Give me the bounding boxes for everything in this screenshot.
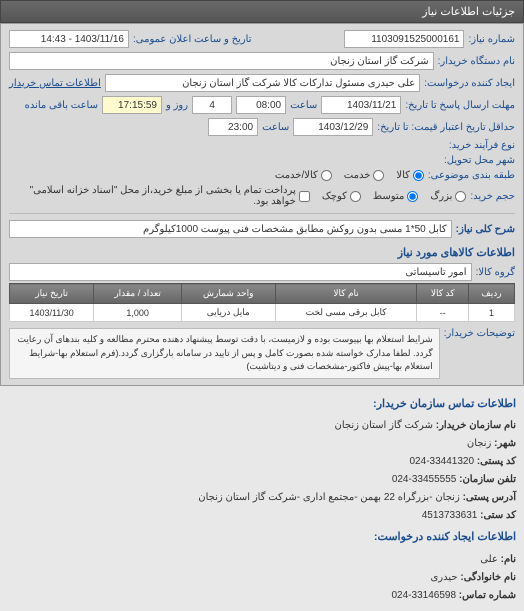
table-cell: کابل برقی مسی لخت	[275, 304, 417, 322]
cat-khadamat-label: خدمت	[344, 170, 371, 181]
addr-label: آدرس پستی:	[463, 492, 516, 503]
vol-medium-label: متوسط	[373, 191, 404, 202]
creator-header: اطلاعات ایجاد کننده درخواست:	[8, 525, 516, 551]
niaz-desc-label: شرح کلی نیاز:	[456, 224, 515, 235]
phone-label: شماره تماس:	[459, 590, 516, 601]
cat-kala-khadamat-label: کالا/خدمت	[275, 170, 318, 181]
vol-small-group[interactable]: کوچک	[322, 191, 361, 202]
buyer-name-label: نام دستگاه خریدار:	[438, 56, 515, 67]
niaz-desc-field: کابل 50*1 مسی بدون روکش مطابق مشخصات فنی…	[9, 220, 452, 238]
post-label: کد پستی:	[477, 456, 516, 467]
volume-label: حجم خرید:	[470, 191, 515, 202]
city-label: شهر:	[494, 438, 516, 449]
table-cell: مایل دریایی	[181, 304, 275, 322]
fname-label: نام:	[501, 554, 516, 565]
table-col-header: کد کالا	[417, 284, 469, 304]
vol-large-group[interactable]: بزرگ	[430, 191, 466, 202]
category-label: طبقه بندی موضوعی:	[428, 170, 515, 181]
lname-label: نام خانوادگی:	[460, 572, 516, 583]
niaz-number-field: 1103091525000161	[344, 30, 464, 48]
tel-label: تلفن سازمان:	[459, 474, 516, 485]
remaining-time-label: ساعت باقی مانده	[25, 100, 98, 111]
buyer-desc-label: توضیحات خریدار:	[444, 328, 515, 339]
table-col-header: نام کالا	[275, 284, 417, 304]
phone-value: 33146598-024	[391, 590, 456, 601]
nat-label: کد ستی:	[480, 510, 516, 521]
vol-small-radio[interactable]	[350, 191, 361, 202]
city-value: زنجان	[467, 438, 491, 449]
org-label: نام سازمان خریدار:	[436, 420, 516, 431]
validity-hour-field: 23:00	[208, 118, 258, 136]
group-label: گروه کالا:	[476, 267, 515, 278]
cat-kala-label: کالا	[396, 170, 410, 181]
validity-hour-label: ساعت	[262, 122, 289, 133]
addr-value: زنجان -بزرگراه 22 بهمن -مجتمع اداری -شرک…	[198, 492, 460, 503]
payment-checkbox[interactable]	[299, 191, 310, 202]
nat-value: 4513733631	[422, 510, 478, 521]
payment-note: پرداخت تمام یا بخشی از مبلغ خرید،از محل …	[17, 185, 296, 207]
deadline-hour-label: ساعت	[290, 100, 317, 111]
post-value: 33441320-024	[410, 456, 475, 467]
items-table: ردیفکد کالانام کالاواحد شمارشتعداد / مقد…	[9, 283, 515, 322]
deadline-hour-field: 08:00	[236, 96, 286, 114]
cat-kala-khadamat-radio[interactable]	[321, 170, 332, 181]
org-value: شرکت گاز استان زنجان	[334, 420, 432, 431]
table-cell: 1	[468, 304, 514, 322]
table-col-header: واحد شمارش	[181, 284, 275, 304]
table-col-header: تعداد / مقدار	[94, 284, 182, 304]
panel-title: جزئیات اطلاعات نیاز	[422, 6, 515, 18]
payment-group[interactable]: پرداخت تمام یا بخشی از مبلغ خرید،از محل …	[17, 185, 310, 207]
creator-field: علی حیدری مسئول تدارکات کالا شرکت گاز اس…	[105, 74, 420, 92]
table-cell: --	[417, 304, 469, 322]
table-cell: 1,000	[94, 304, 182, 322]
cat-kala-radio[interactable]	[413, 170, 424, 181]
vol-large-radio[interactable]	[455, 191, 466, 202]
vol-large-label: بزرگ	[430, 191, 452, 202]
announce-label: تاریخ و ساعت اعلان عمومی:	[133, 34, 252, 45]
contact-header: اطلاعات تماس سازمان خریدار:	[8, 392, 516, 418]
fname-value: علی	[480, 554, 498, 565]
table-row: 1--کابل برقی مسی لختمایل دریایی1,0001403…	[10, 304, 515, 322]
vol-medium-group[interactable]: متوسط	[373, 191, 418, 202]
vol-small-label: کوچک	[322, 191, 347, 202]
announce-date-field: 1403/11/16 - 14:43	[9, 30, 129, 48]
buyer-desc-box: شرایط استعلام بها بپیوست بوده و لازمیست،…	[9, 328, 440, 379]
vol-medium-radio[interactable]	[407, 191, 418, 202]
lname-value: حیدری	[430, 572, 457, 583]
cat-khadamat-radio[interactable]	[373, 170, 384, 181]
table-cell: 1403/11/30	[10, 304, 94, 322]
deadline-date-field: 1403/11/21	[321, 96, 401, 114]
niaz-number-label: شماره نیاز:	[468, 34, 515, 45]
delivery-city-label: شهر محل تحویل:	[444, 155, 515, 166]
validity-date-field: 1403/12/29	[293, 118, 373, 136]
cat-khadamat-group[interactable]: خدمت	[344, 170, 385, 181]
table-col-header: ردیف	[468, 284, 514, 304]
buyer-name-field: شرکت گاز استان زنجان	[9, 52, 434, 70]
cat-kala-khadamat-group[interactable]: کالا/خدمت	[275, 170, 332, 181]
deadline-label: مهلت ارسال پاسخ تا تاریخ:	[405, 100, 515, 111]
panel-header: جزئیات اطلاعات نیاز	[0, 0, 524, 23]
items-section-title: اطلاعات کالاهای مورد نیاز	[9, 240, 515, 261]
process-label: نوع فرآیند خرید:	[449, 140, 515, 151]
contact-link[interactable]: اطلاعات تماس خریدار	[9, 78, 101, 89]
validity-label: حداقل تاریخ اعتبار قیمت: تا تاریخ:	[377, 122, 515, 133]
group-field: امور تاسیساتی	[9, 263, 472, 281]
cat-kala-group[interactable]: کالا	[396, 170, 424, 181]
table-col-header: تاریخ نیاز	[10, 284, 94, 304]
creator-label: ایجاد کننده درخواست:	[424, 78, 515, 89]
remaining-time-field: 17:15:59	[102, 96, 162, 114]
remaining-days-field: 4	[192, 96, 232, 114]
tel-value: 33455555-024	[392, 474, 457, 485]
remaining-days-label: روز و	[166, 100, 188, 111]
